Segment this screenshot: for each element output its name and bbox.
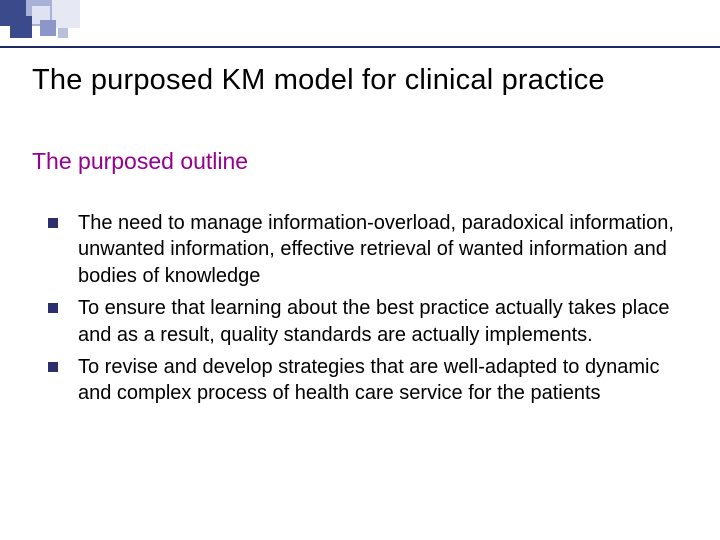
slide-title: The purposed KM model for clinical pract… (32, 64, 605, 97)
decor-square (32, 6, 50, 24)
top-rule (0, 46, 720, 48)
list-item: The need to manage information-overload,… (48, 210, 680, 289)
list-item: To ensure that learning about the best p… (48, 295, 680, 348)
decor-square (40, 20, 56, 36)
decor-square (26, 0, 52, 26)
bullet-marker-icon (48, 303, 58, 313)
decor-square (58, 28, 68, 38)
decor-square (10, 16, 32, 38)
list-item-text: To revise and develop strategies that ar… (78, 354, 680, 407)
bullet-list: The need to manage information-overload,… (48, 210, 680, 413)
list-item: To revise and develop strategies that ar… (48, 354, 680, 407)
list-item-text: The need to manage information-overload,… (78, 210, 680, 289)
decor-square (52, 0, 80, 28)
slide-subtitle: The purposed outline (32, 148, 248, 175)
bullet-marker-icon (48, 218, 58, 228)
list-item-text: To ensure that learning about the best p… (78, 295, 680, 348)
decor-square (0, 0, 26, 26)
bullet-marker-icon (48, 362, 58, 372)
